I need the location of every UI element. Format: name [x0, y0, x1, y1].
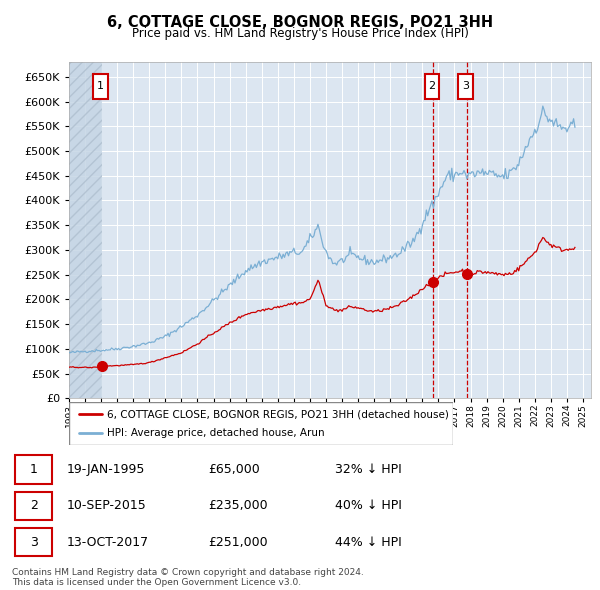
Text: £65,000: £65,000: [208, 463, 260, 476]
Bar: [15, 491, 52, 520]
Text: 3: 3: [29, 536, 38, 549]
Text: 32% ↓ HPI: 32% ↓ HPI: [335, 463, 401, 476]
Bar: [93, 74, 107, 99]
Bar: [15, 528, 52, 556]
Text: HPI: Average price, detached house, Arun: HPI: Average price, detached house, Arun: [107, 428, 325, 438]
Text: 13-OCT-2017: 13-OCT-2017: [67, 536, 149, 549]
Text: 1: 1: [29, 463, 38, 476]
Text: 6, COTTAGE CLOSE, BOGNOR REGIS, PO21 3HH (detached house): 6, COTTAGE CLOSE, BOGNOR REGIS, PO21 3HH…: [107, 409, 449, 419]
Text: 2: 2: [428, 81, 436, 91]
Text: 3: 3: [462, 81, 469, 91]
Text: 1: 1: [97, 81, 104, 91]
Bar: [69, 62, 102, 398]
Text: £251,000: £251,000: [208, 536, 268, 549]
Text: 10-SEP-2015: 10-SEP-2015: [67, 499, 146, 513]
Text: 2: 2: [29, 499, 38, 513]
Bar: [425, 74, 439, 99]
Text: £235,000: £235,000: [208, 499, 268, 513]
Text: 44% ↓ HPI: 44% ↓ HPI: [335, 536, 401, 549]
Text: 40% ↓ HPI: 40% ↓ HPI: [335, 499, 401, 513]
Text: 19-JAN-1995: 19-JAN-1995: [67, 463, 145, 476]
Bar: [458, 74, 473, 99]
Text: Price paid vs. HM Land Registry's House Price Index (HPI): Price paid vs. HM Land Registry's House …: [131, 27, 469, 40]
Text: 6, COTTAGE CLOSE, BOGNOR REGIS, PO21 3HH: 6, COTTAGE CLOSE, BOGNOR REGIS, PO21 3HH: [107, 15, 493, 30]
Text: Contains HM Land Registry data © Crown copyright and database right 2024.
This d: Contains HM Land Registry data © Crown c…: [12, 568, 364, 587]
Bar: [15, 455, 52, 484]
